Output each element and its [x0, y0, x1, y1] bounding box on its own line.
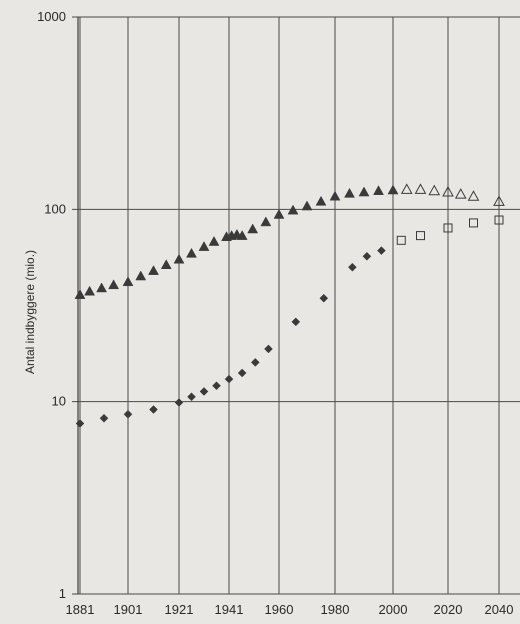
filled-triangle-point	[344, 187, 355, 198]
x-tick-label: 2020	[434, 602, 463, 617]
filled-triangle-point	[198, 241, 210, 251]
hollow-triangle-point	[454, 188, 467, 199]
diamond-point	[75, 419, 85, 428]
hollow-square-point	[396, 235, 406, 245]
diamond-point	[319, 293, 329, 303]
diamond-point	[291, 317, 301, 327]
filled-triangle-point	[236, 230, 248, 240]
hollow-triangle-point	[467, 190, 480, 201]
hollow-triangle-point	[414, 183, 427, 194]
filled-triangle-point	[208, 236, 220, 246]
diamond-point	[348, 262, 357, 272]
filled-triangle-point	[301, 200, 313, 211]
data-marks	[74, 183, 505, 428]
filled-triangle-point	[373, 185, 384, 195]
filled-triangle-point	[160, 259, 172, 270]
diamond-point	[264, 344, 273, 354]
tick-labels: 1881 1901 1921 1941 1960 1980 2000 2020 2040 1 10 1…	[37, 9, 513, 617]
diamond-point	[237, 368, 247, 378]
diamond-point	[224, 374, 234, 384]
x-tick-label: 2000	[379, 602, 408, 617]
diamond-point	[212, 381, 221, 391]
hollow-triangle-point	[493, 195, 505, 206]
filled-triangle-point	[329, 190, 341, 201]
filled-triangle-point	[108, 279, 120, 290]
filled-triangle-point	[247, 223, 259, 234]
diamond-point	[174, 398, 184, 407]
filled-triangle-point	[173, 253, 185, 264]
y-axis-title: Antal indbyggere (mio.)	[23, 250, 37, 374]
x-tick-label: 2040	[485, 602, 514, 617]
y-tick-label: 1	[59, 586, 66, 601]
y-tick-label: 100	[44, 201, 66, 216]
filled-triangle-point	[96, 282, 108, 293]
filled-triangle-point	[135, 270, 147, 281]
filled-triangle-point	[122, 276, 134, 287]
hollow-square-point	[443, 223, 453, 233]
hollow-square-point	[416, 231, 425, 241]
hollow-triangle-point	[442, 186, 454, 197]
filled-triangle-point	[358, 186, 370, 197]
filled-triangle-point	[387, 184, 399, 195]
x-tick-label: 1901	[114, 602, 143, 617]
diamond-point	[123, 409, 133, 419]
hollow-square-point	[494, 215, 504, 225]
hollow-triangle-point	[400, 183, 413, 194]
filled-triangle-point	[186, 247, 197, 258]
x-tick-label: 1941	[215, 602, 244, 617]
filled-triangle-point	[287, 204, 299, 215]
filled-triangle-point	[148, 265, 159, 275]
x-tick-label: 1980	[321, 602, 350, 617]
y-tick-label: 1000	[37, 9, 66, 24]
hollow-triangle-point	[428, 184, 441, 196]
diamond-point	[149, 405, 158, 414]
x-tick-label: 1921	[165, 602, 194, 617]
diamond-point	[362, 251, 372, 261]
diamond-point	[99, 413, 109, 423]
x-tick-label: 1960	[265, 602, 294, 617]
filled-triangle-point	[273, 208, 285, 219]
x-tick-label: 1881	[66, 602, 95, 617]
filled-triangle-point	[260, 216, 272, 227]
hollow-square-point	[469, 218, 478, 228]
y-tick-label: 10	[52, 394, 66, 409]
filled-triangle-point	[315, 195, 327, 206]
diamond-point	[250, 358, 260, 367]
grid	[72, 16, 520, 595]
diamond-point	[187, 392, 196, 402]
diamond-point	[377, 246, 386, 255]
diamond-point	[199, 387, 209, 396]
filled-triangle-point	[74, 289, 86, 299]
filled-triangle-point	[84, 285, 96, 296]
